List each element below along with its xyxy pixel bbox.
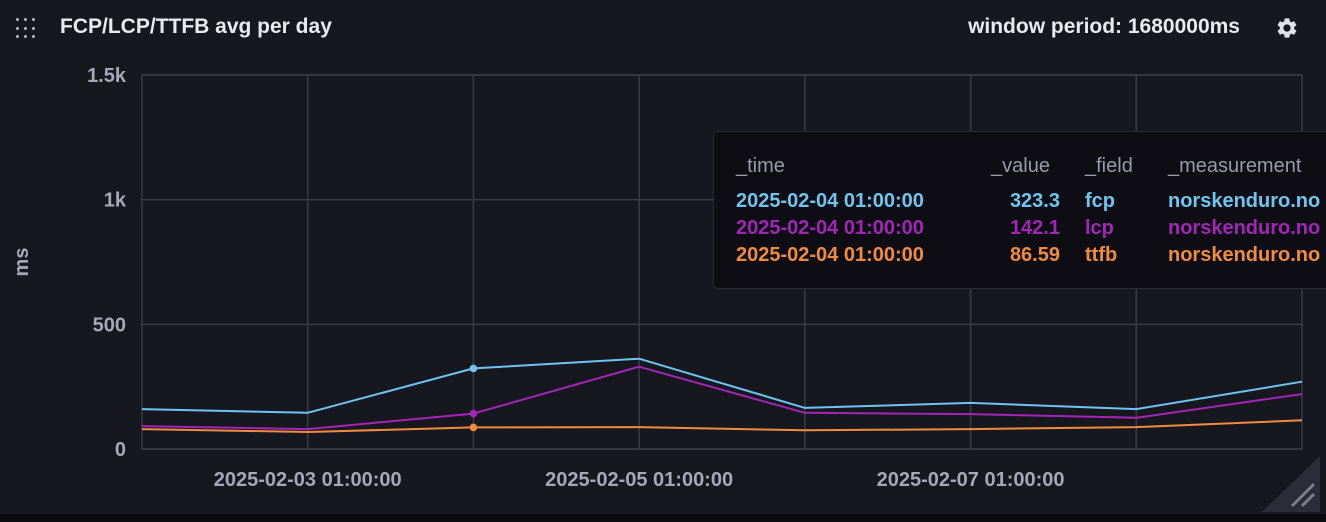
tooltip-header-time: _time [736,155,785,177]
tooltip-row-ttfb-time: 2025-02-04 01:00:00 [736,244,924,266]
y-tick-label: 1.5k [87,65,127,87]
tooltip-row-fcp-time: 2025-02-04 01:00:00 [736,190,924,212]
y-tick-label: 1k [104,190,127,212]
y-axis-label: ms [11,248,33,277]
x-tick-label: 2025-02-07 01:00:00 [877,469,1065,491]
tooltip-header-measurement: _measurement [1168,155,1302,177]
cell-bottom-border [0,514,1326,522]
tooltip-row-fcp-measurement: norskenduro.no [1168,190,1321,212]
tooltip-row-ttfb-field: ttfb [1085,244,1118,266]
hover-tooltip: _time _value _field _measurement 2025-02… [713,131,1326,289]
x-tick-label: 2025-02-03 01:00:00 [214,469,402,491]
tooltip-row-lcp-time: 2025-02-04 01:00:00 [736,217,924,239]
hover-point-lcp [469,409,478,418]
tooltip-row-lcp-value: 142.1 [1009,217,1060,239]
series-line-fcp [141,357,1303,414]
cell-header: FCP/LCP/TTFB avg per day window period: … [0,0,1326,56]
window-period-label: window period: 1680000ms [968,15,1240,38]
series-line-ttfb [141,419,1303,433]
y-tick-label: 0 [115,439,126,461]
series-line-lcp [141,365,1303,431]
tooltip-row-lcp-field: lcp [1085,217,1114,239]
tooltip-header-value: _value [991,155,1050,177]
resize-handle-icon[interactable] [1262,456,1320,512]
tooltip-row-fcp-value: 323.3 [1009,190,1060,212]
tooltip-row-ttfb-value: 86.59 [1009,244,1060,266]
hover-point-fcp [469,364,478,373]
drag-handle-icon[interactable] [16,18,38,40]
x-tick-label: 2025-02-05 01:00:00 [545,469,733,491]
cell-title: FCP/LCP/TTFB avg per day [60,15,332,38]
gear-icon[interactable] [1275,16,1299,40]
tooltip-row-fcp-field: fcp [1085,190,1115,212]
tooltip-header-field: _field [1085,155,1133,177]
tooltip-row-ttfb-measurement: norskenduro.no [1168,244,1321,266]
y-tick-label: 500 [93,314,126,336]
hover-point-ttfb [469,423,478,432]
tooltip-row-lcp-measurement: norskenduro.no [1168,217,1321,239]
